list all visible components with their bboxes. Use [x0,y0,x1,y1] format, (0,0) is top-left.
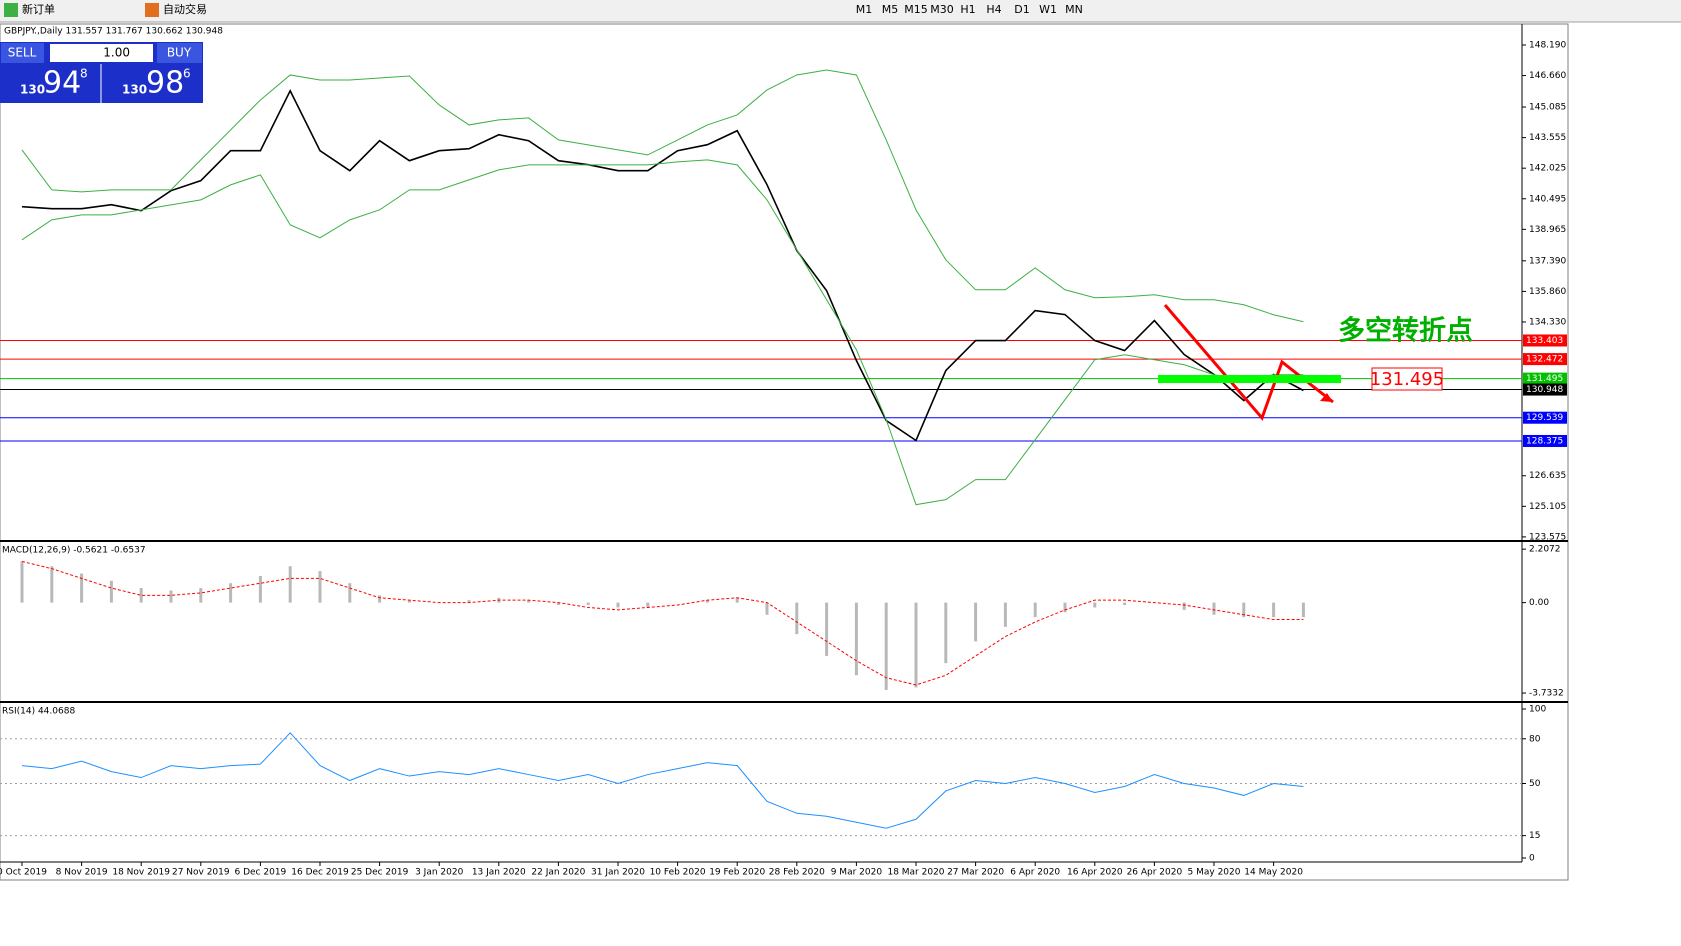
y-tick-label: 135.860 [1529,287,1566,297]
arrow-head [1320,393,1333,402]
x-tick-label: 19 Feb 2020 [709,868,765,878]
sell-label[interactable]: SELL [8,46,37,60]
timeframe-bar: M1 M5 M15 M30 H1 H4 D1 W1 MN [856,3,1083,16]
ask-small: 6 [183,67,191,81]
timeframe-button[interactable]: M15 [904,3,928,16]
toolbar [0,0,1681,22]
x-tick-label: 10 Feb 2020 [650,868,706,878]
x-tick-label: 27 Nov 2019 [172,868,230,878]
auto-trading-icon[interactable] [145,3,159,17]
macd-header: MACD(12,26,9) -0.5621 -0.6537 [2,546,146,556]
timeframe-button[interactable]: H1 [960,3,975,16]
y-tick-label: 2.2072 [1529,545,1561,555]
x-tick-label: 16 Apr 2020 [1067,868,1123,878]
x-tick-label: 26 Apr 2020 [1127,868,1183,878]
y-tick-label: 146.660 [1529,71,1566,81]
y-tick-label: 100 [1529,705,1546,715]
y-tick-label: 126.635 [1529,471,1566,481]
timeframe-button[interactable]: D1 [1014,3,1029,16]
x-tick-label: 18 Mar 2020 [887,868,944,878]
level-label: 128.375 [1526,436,1563,446]
chart-window [0,23,1569,881]
series-line [21,88,1304,442]
y-tick-label: -3.7332 [1529,689,1564,699]
y-tick-label: 137.390 [1529,256,1566,266]
x-tick-label: 18 Nov 2019 [112,868,170,878]
rsi-header: RSI(14) 44.0688 [2,707,75,717]
ask-big: 98 [146,66,184,101]
level-tag [1523,372,1567,385]
annotation-text: 多空转折点 [1338,315,1473,347]
x-tick-label: 9 Mar 2020 [831,868,883,878]
timeframe-button[interactable]: H4 [986,3,1001,16]
level-tag [1523,334,1567,347]
y-tick-label: 0 [1529,854,1535,864]
level-tag [1523,411,1567,424]
y-tick-label: 125.105 [1529,502,1566,512]
x-tick-label: 27 Mar 2020 [947,868,1004,878]
sell-button[interactable] [1,43,44,63]
x-tick-label: 25 Dec 2019 [351,868,409,878]
x-tick-label: 3 Jan 2020 [415,868,463,878]
timeframe-button[interactable]: M1 [856,3,873,16]
level-label: 130.948 [1526,385,1563,395]
bid-prefix: 130 [20,83,45,97]
level-marker [1158,375,1341,383]
lot-size[interactable]: 1.00 [103,46,130,60]
plot: 148.190 146.660 145.085 143.555 142.025 140.4… [0,40,1567,878]
y-tick-label: 142.025 [1529,164,1566,174]
level-tag [1523,434,1567,447]
y-tick-label: 143.555 [1529,133,1566,143]
chart-header: GBPJPY.,Daily 131.557 131.767 130.662 13… [4,27,223,37]
bid-big: 94 [43,66,81,101]
y-tick-label: 140.495 [1529,194,1566,204]
series-line [21,560,1304,686]
y-tick-label: 148.190 [1529,40,1566,50]
x-tick-label: 13 Jan 2020 [472,868,526,878]
x-tick-label: 22 Jan 2020 [531,868,585,878]
x-tick-label: 31 Jan 2020 [591,868,645,878]
level-label: 131.495 [1526,374,1563,384]
series-line [21,732,1304,829]
level-label: 133.403 [1526,336,1563,346]
x-tick-label: 6 Apr 2020 [1010,868,1060,878]
annotation-box [1371,367,1443,391]
timeframe-button[interactable]: W1 [1039,3,1057,16]
x-tick-label: 8 Nov 2019 [56,868,108,878]
y-tick-label: 138.965 [1529,225,1566,235]
x-tick-label: 0 Oct 2019 [0,868,47,878]
y-tick-label: 145.085 [1529,103,1566,113]
buy-label[interactable]: BUY [167,46,192,60]
buy-button[interactable] [157,43,202,63]
bid-small: 8 [80,67,88,81]
timeframe-button[interactable]: M5 [882,3,899,16]
y-tick-label: 134.330 [1529,317,1566,327]
y-tick-label: 50 [1529,779,1541,789]
level-label: 129.539 [1526,413,1563,423]
series-line [21,69,1304,323]
lot-field[interactable] [50,44,153,62]
x-tick-label: 28 Feb 2020 [769,868,825,878]
level-tag [1523,383,1567,396]
timeframe-button[interactable]: M30 [930,3,954,16]
y-tick-label: 0.00 [1529,598,1549,608]
ask-prefix: 130 [122,83,147,97]
y-tick-label: 80 [1529,734,1541,744]
series-line [21,159,1304,506]
auto-trading-button[interactable]: 自动交易 [163,2,207,16]
one-click-panel: SELL 1.00 BUY 130 94 8 130 98 6 [0,42,203,103]
x-tick-label: 5 May 2020 [1188,868,1241,878]
level-tag [1523,353,1567,366]
x-tick-label: 14 May 2020 [1244,868,1303,878]
new-order-icon[interactable] [4,3,18,17]
annotation-level: 131.495 [1370,369,1444,390]
timeframe-button[interactable]: MN [1065,3,1083,16]
new-order-button[interactable]: 新订单 [22,2,55,16]
x-tick-label: 6 Dec 2019 [235,868,287,878]
level-label: 132.472 [1526,355,1563,365]
y-tick-label: 123.575 [1529,532,1566,542]
x-tick-label: 16 Dec 2019 [291,868,349,878]
y-tick-label: 15 [1529,831,1540,841]
